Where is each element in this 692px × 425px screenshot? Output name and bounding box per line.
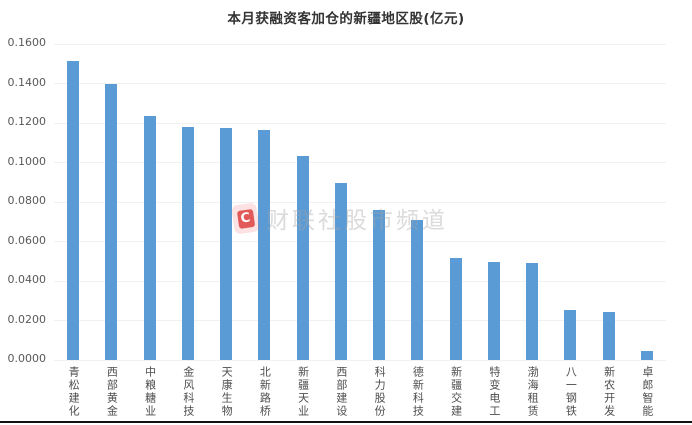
x-tick-label: 天康生物 [220,366,234,418]
y-tick-label: 0.0000 [7,352,47,365]
bar-卓郎智能 [640,351,653,360]
bottom-border-line [0,421,692,423]
plot-area [54,43,666,361]
y-tick-label: 0.0200 [7,312,47,326]
x-tick-label: 北新路桥 [258,366,272,418]
y-tick-label: 0.0600 [7,233,47,247]
bar-新疆天业 [296,156,309,360]
bar-西部黄金 [105,84,118,360]
y-tick-label: 0.1200 [7,115,47,128]
y-tick-label: 0.1000 [7,154,47,168]
x-tick-label: 新农开发 [602,366,616,418]
gridline [54,201,666,203]
bar-青松建化 [67,60,80,360]
bar-特变电工 [487,261,500,360]
gridline [54,122,666,124]
x-tick-label: 卓郎智能 [640,366,654,418]
bar-天康生物 [220,127,233,360]
x-tick-label: 中粮糖业 [143,366,157,418]
bar-科力股份 [373,210,386,360]
x-tick-label: 德新科技 [411,366,425,418]
x-tick-label: 金风科技 [181,366,195,418]
bar-德新科技 [411,219,424,360]
x-tick-label: 渤海租赁 [526,366,540,418]
bar-八一钢铁 [564,309,577,360]
bar-渤海租赁 [526,263,539,360]
x-tick-label: 八一钢铁 [564,366,578,418]
x-tick-label: 科力股份 [373,366,387,418]
x-tick-label: 青松建化 [67,366,81,418]
gridline [54,83,666,84]
x-tick-label: 新疆交建 [449,366,463,418]
bar-北新路桥 [258,130,271,360]
gridline [54,320,666,321]
bar-新疆交建 [449,258,462,360]
gridline [54,43,666,45]
x-tick-label: 西部黄金 [105,366,119,418]
gridline [54,359,666,361]
bar-新农开发 [602,312,615,360]
gridline [54,280,666,282]
bar-中粮糖业 [143,116,156,360]
x-tick-label: 西部建设 [334,366,348,418]
y-tick-label: 0.1600 [7,36,47,49]
y-tick-label: 0.0400 [7,273,47,286]
bar-金风科技 [181,126,194,360]
x-tick-label: 特变电工 [487,366,501,418]
chart-title: 本月获融资客加仓的新疆地区股(亿元) [227,11,465,27]
y-tick-label: 0.0800 [7,194,47,207]
y-tick-label: 0.1400 [7,75,47,89]
gridline [54,241,666,242]
bar-西部建设 [334,182,347,360]
x-tick-label: 新疆天业 [296,366,310,418]
gridline [54,162,666,163]
